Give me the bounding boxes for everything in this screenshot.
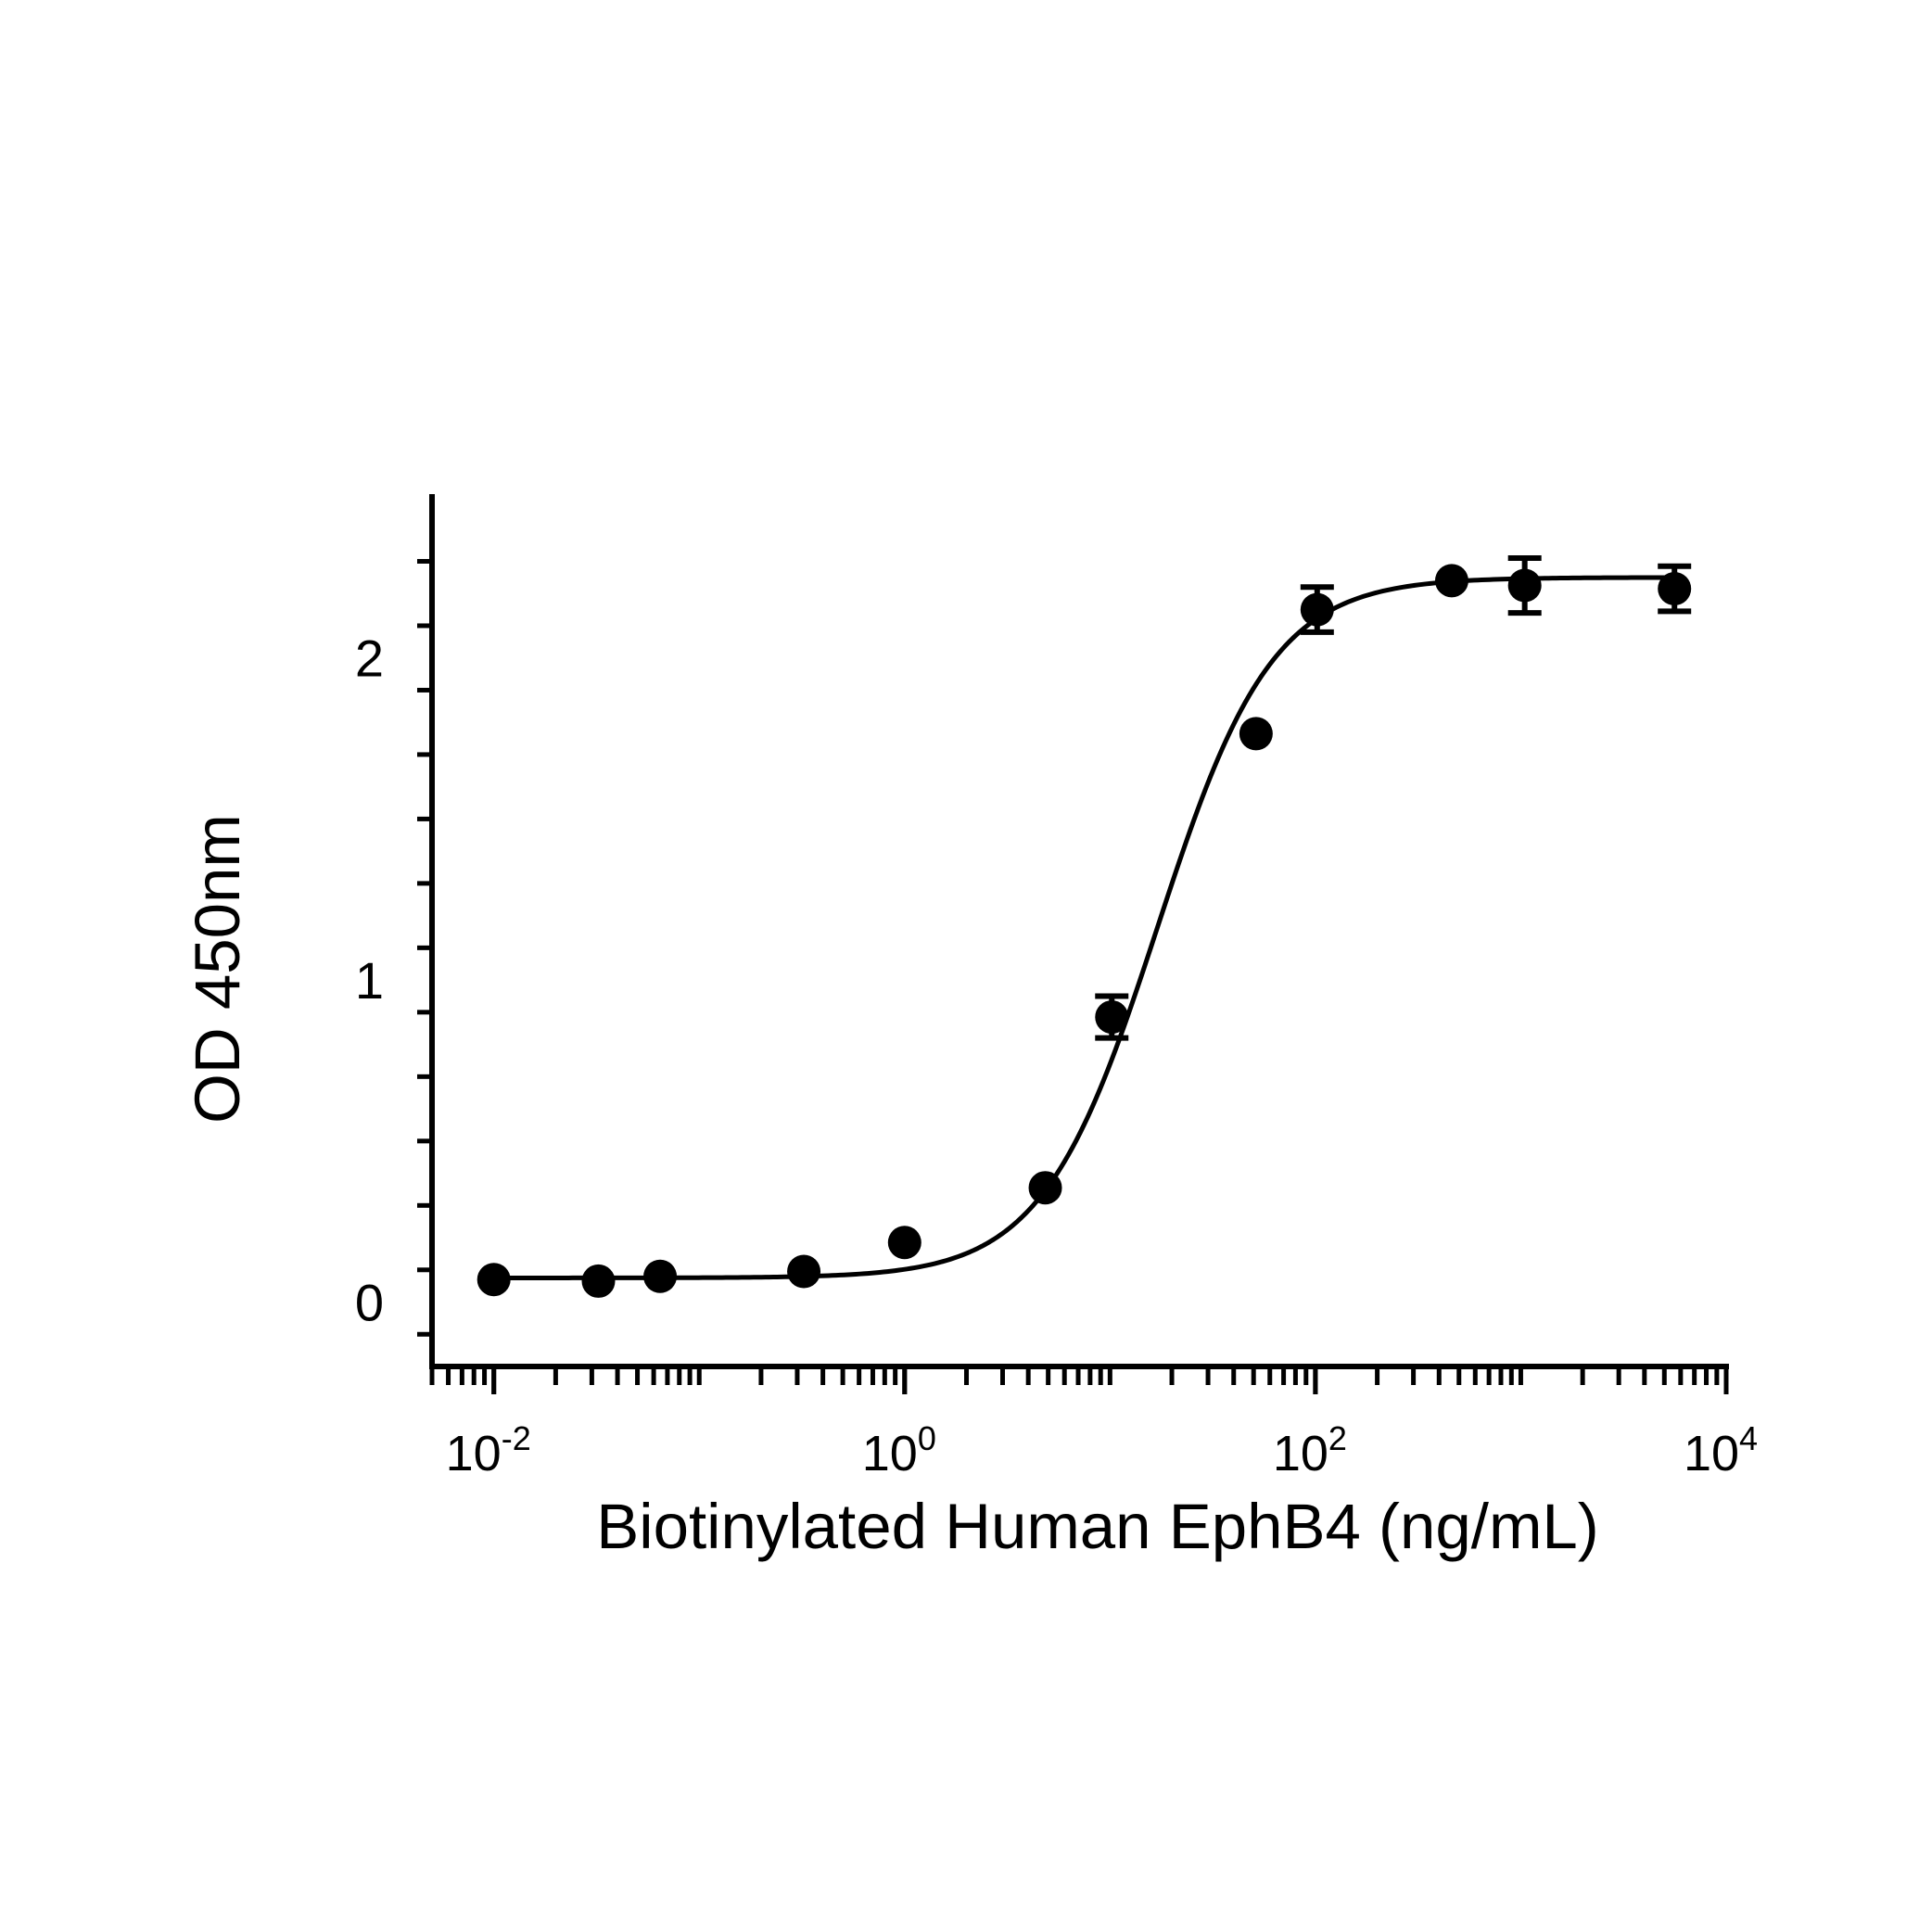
y-tick-label: 0 bbox=[355, 1274, 384, 1332]
data-point bbox=[1658, 563, 1692, 615]
data-marker bbox=[477, 1263, 511, 1297]
data-marker bbox=[1300, 592, 1334, 627]
x-axis-label: Biotinylated Human EphB4 (ng/mL) bbox=[596, 1491, 1599, 1562]
data-point bbox=[787, 1254, 821, 1289]
data-marker bbox=[787, 1254, 821, 1289]
data-marker bbox=[1239, 717, 1273, 751]
y-axis-ticks: 0 1 2 bbox=[355, 558, 432, 1337]
data-point bbox=[643, 1259, 678, 1293]
data-point bbox=[887, 1226, 922, 1260]
x-tick-label: 104 bbox=[1684, 1419, 1758, 1481]
data-marker bbox=[1507, 568, 1542, 603]
data-point bbox=[477, 1263, 511, 1297]
axes bbox=[429, 494, 1729, 1369]
data-point bbox=[1239, 717, 1273, 751]
x-tick-label: 100 bbox=[862, 1419, 936, 1481]
fit-curve bbox=[493, 575, 1675, 1280]
data-marker bbox=[643, 1259, 678, 1293]
y-tick-label: 2 bbox=[355, 629, 384, 688]
data-point bbox=[1300, 584, 1334, 635]
y-tick-label: 1 bbox=[355, 951, 384, 1010]
x-tick-label: 102 bbox=[1273, 1419, 1347, 1481]
data-marker bbox=[1095, 1000, 1129, 1035]
data-point bbox=[581, 1264, 616, 1298]
data-point bbox=[1434, 564, 1468, 598]
data-marker bbox=[1658, 572, 1692, 606]
data-point bbox=[1095, 993, 1129, 1041]
x-axis-ticks: 10-2 100 102 104 bbox=[429, 1366, 1758, 1481]
data-point bbox=[1507, 555, 1542, 616]
data-points bbox=[477, 555, 1692, 1298]
y-axis-label: OD 450nm bbox=[182, 814, 253, 1124]
data-marker bbox=[887, 1226, 922, 1260]
data-marker bbox=[1028, 1171, 1062, 1205]
data-marker bbox=[581, 1264, 616, 1298]
data-point bbox=[1028, 1171, 1062, 1205]
x-tick-label: 10-2 bbox=[446, 1419, 531, 1481]
data-marker bbox=[1434, 564, 1468, 598]
